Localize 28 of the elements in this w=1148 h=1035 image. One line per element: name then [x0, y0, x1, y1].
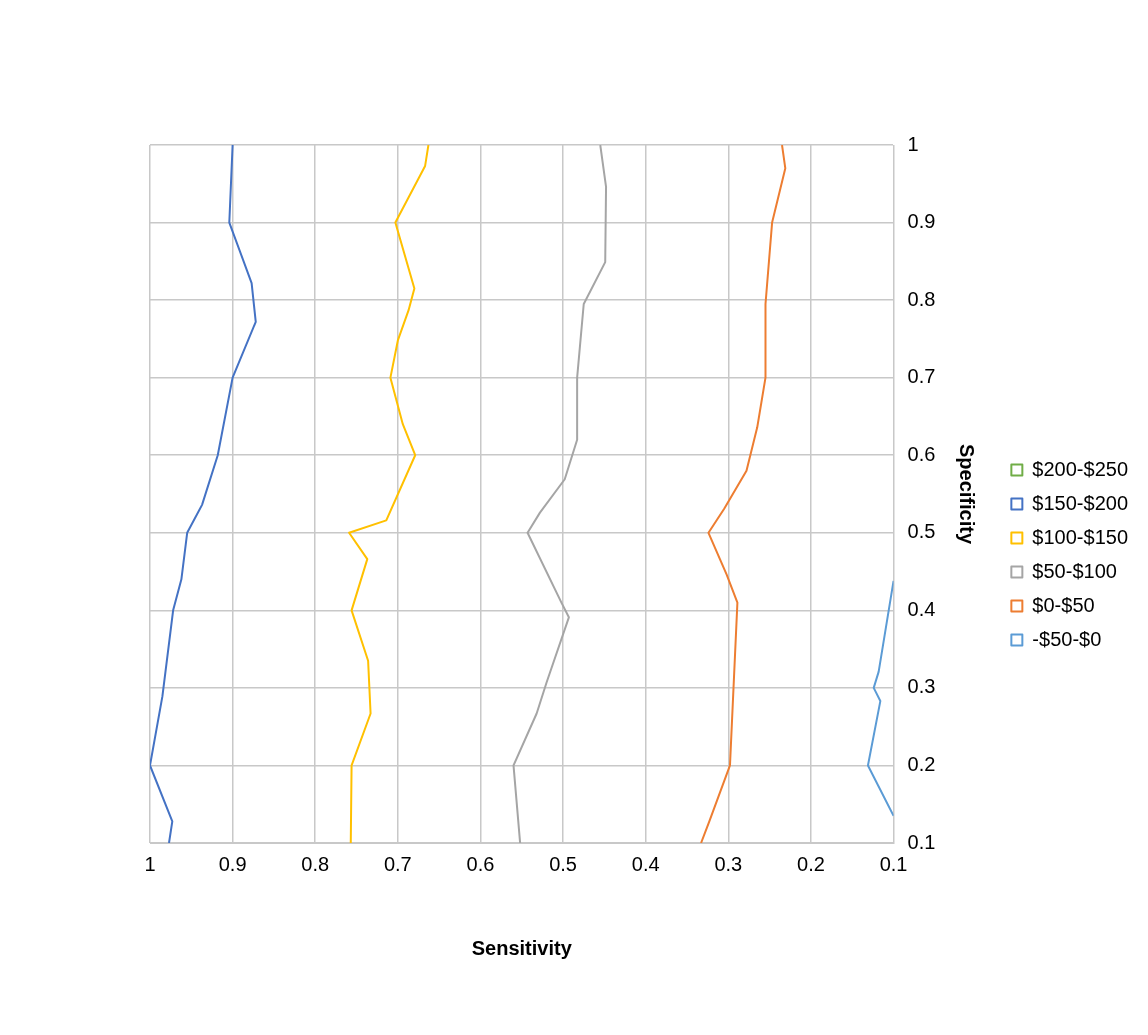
y-tick-label: 0.4 — [907, 597, 936, 620]
legend-label: -$50-$0 — [1032, 627, 1102, 650]
x-tick-label: 0.4 — [631, 852, 660, 875]
y-tick-label: 0.1 — [907, 830, 936, 853]
y-tick-label: 0.9 — [907, 210, 936, 233]
legend-label: $0-$50 — [1032, 593, 1095, 616]
x-axis-title: Sensitivity — [471, 936, 573, 959]
legend-label: $100-$150 — [1032, 525, 1129, 548]
legend-label: $200-$250 — [1032, 457, 1129, 480]
y-tick-label: 0.6 — [907, 442, 936, 465]
x-tick-label: 0.6 — [466, 852, 495, 875]
y-tick-label: 1 — [907, 132, 919, 155]
x-tick-label: 0.3 — [714, 852, 743, 875]
x-tick-label: 0.9 — [218, 852, 247, 875]
x-tick-label: 0.1 — [879, 852, 908, 875]
legend-label: $150-$200 — [1032, 491, 1129, 514]
legend-label: $50-$100 — [1032, 559, 1117, 582]
x-tick-label: 0.5 — [549, 852, 577, 875]
x-tick-label: 0.8 — [301, 852, 330, 875]
y-axis-title: Specificity — [955, 443, 978, 545]
y-tick-label: 0.3 — [907, 675, 936, 698]
y-tick-label: 0.8 — [907, 287, 936, 310]
x-tick-label: 0.2 — [797, 852, 825, 875]
y-tick-label: 0.5 — [907, 520, 936, 543]
x-tick-label: 1 — [144, 852, 156, 875]
x-tick-label: 0.7 — [383, 852, 412, 875]
y-tick-label: 0.2 — [907, 752, 936, 775]
y-tick-label: 0.7 — [907, 365, 936, 388]
